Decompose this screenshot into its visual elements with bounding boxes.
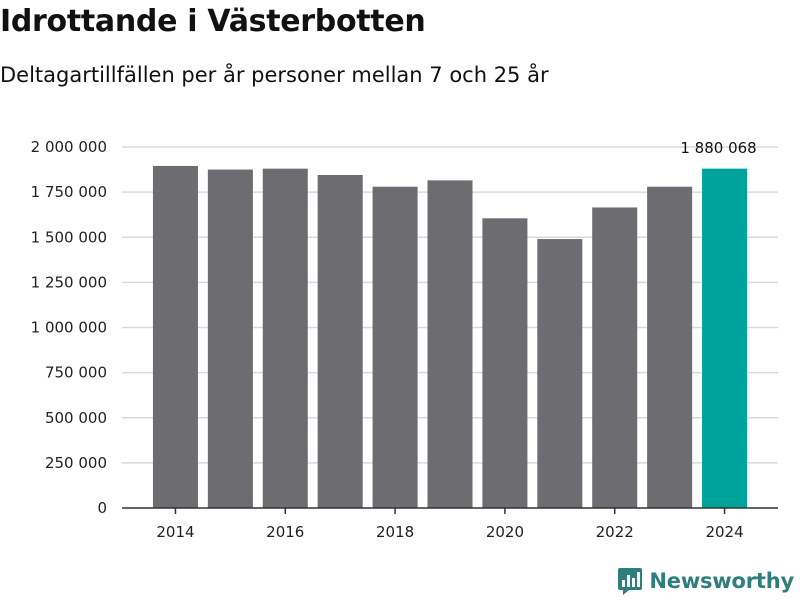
y-tick-label: 250 000 [45,454,107,472]
data-labels: 1 880 068 [680,139,756,157]
data-label-2024: 1 880 068 [680,139,756,157]
bar-2024 [702,168,748,509]
x-axis [122,507,778,514]
bar-2017 [317,174,363,509]
x-tick-label: 2018 [376,523,414,541]
chart-title: Idrottande i Västerbotten [0,4,426,39]
x-tick-label: 2014 [156,523,194,541]
y-tick-label: 1 000 000 [31,319,107,337]
y-tick-label: 750 000 [45,364,107,382]
x-tick-label: 2016 [266,523,304,541]
x-tick-label: 2020 [486,523,524,541]
y-tick-label: 2 000 000 [31,138,107,156]
bar-2016 [262,168,308,508]
y-tick-label: 0 [97,499,107,517]
bar-2014 [152,165,198,508]
brand-logo: Newsworthy [617,566,794,596]
brand-name: Newsworthy [649,569,794,593]
x-tick-label: 2024 [705,523,743,541]
y-tick-label: 500 000 [45,409,107,427]
x-tick-label: 2022 [596,523,634,541]
newsworthy-logo-icon [618,568,643,595]
y-axis-tick-labels: 0 250 000 500 000 750 000 1 000 000 1 250 000… [31,138,107,517]
bar-2015 [207,169,253,508]
x-axis-tick-labels: 2014 2016 2018 2020 2022 2024 [156,523,743,541]
y-tick-label: 1 500 000 [31,228,107,246]
bar-2022 [592,207,638,508]
bar-2020 [482,218,528,509]
y-tick-label: 1 250 000 [31,273,107,291]
bars [152,165,748,509]
bar-2019 [427,180,473,508]
bar-2018 [372,186,418,508]
bar-2021 [537,239,583,508]
chart-subtitle: Deltagartillfällen per år personer mella… [0,63,549,87]
y-tick-label: 1 750 000 [31,183,107,201]
bar-2023 [647,186,693,508]
